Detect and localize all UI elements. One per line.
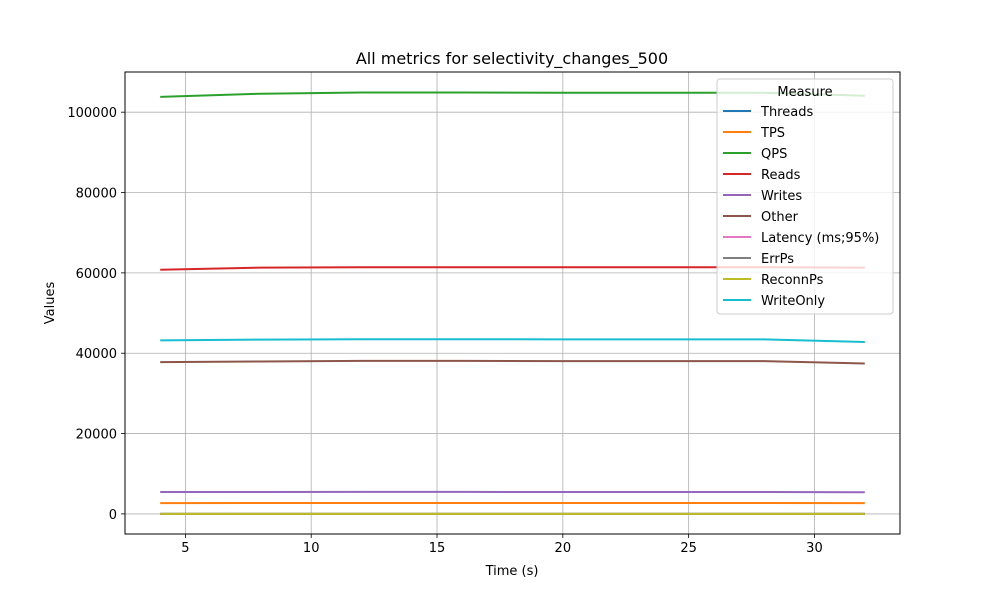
x-tick-label: 30 [806,541,823,556]
chart-title: All metrics for selectivity_changes_500 [356,49,668,69]
x-tick-label: 20 [555,541,572,556]
y-tick-label: 20000 [76,428,117,443]
y-axis-title: Values [43,282,58,325]
y-tick-label: 100000 [67,106,117,121]
x-tick-label: 10 [303,541,320,556]
legend-label-reconnps: ReconnPs [761,273,824,288]
x-tick-label: 5 [181,541,189,556]
legend-label-threads: Threads [760,105,813,120]
y-tick-label: 80000 [76,187,117,202]
legend-label-reads: Reads [761,168,801,183]
legend-label-errps: ErrPs [761,252,794,267]
x-tick-label: 15 [429,541,446,556]
y-tick-label: 0 [109,508,117,523]
legend-label-writeonly: WriteOnly [761,294,825,309]
y-tick-label: 60000 [76,267,117,282]
legend-title: Measure [777,85,832,100]
legend-label-qps: QPS [761,147,787,162]
legend-label-tps: TPS [760,126,785,141]
legend-label-other: Other [761,210,799,225]
legend-label-latency-ms-95: Latency (ms;95%) [761,231,879,246]
legend: Measure Threads TPS QPS Reads Writes Other Lat… [717,79,893,314]
y-tick-label: 40000 [76,347,117,362]
legend-label-writes: Writes [761,189,802,204]
x-tick-label: 25 [680,541,697,556]
x-axis-title: Time (s) [485,564,539,579]
